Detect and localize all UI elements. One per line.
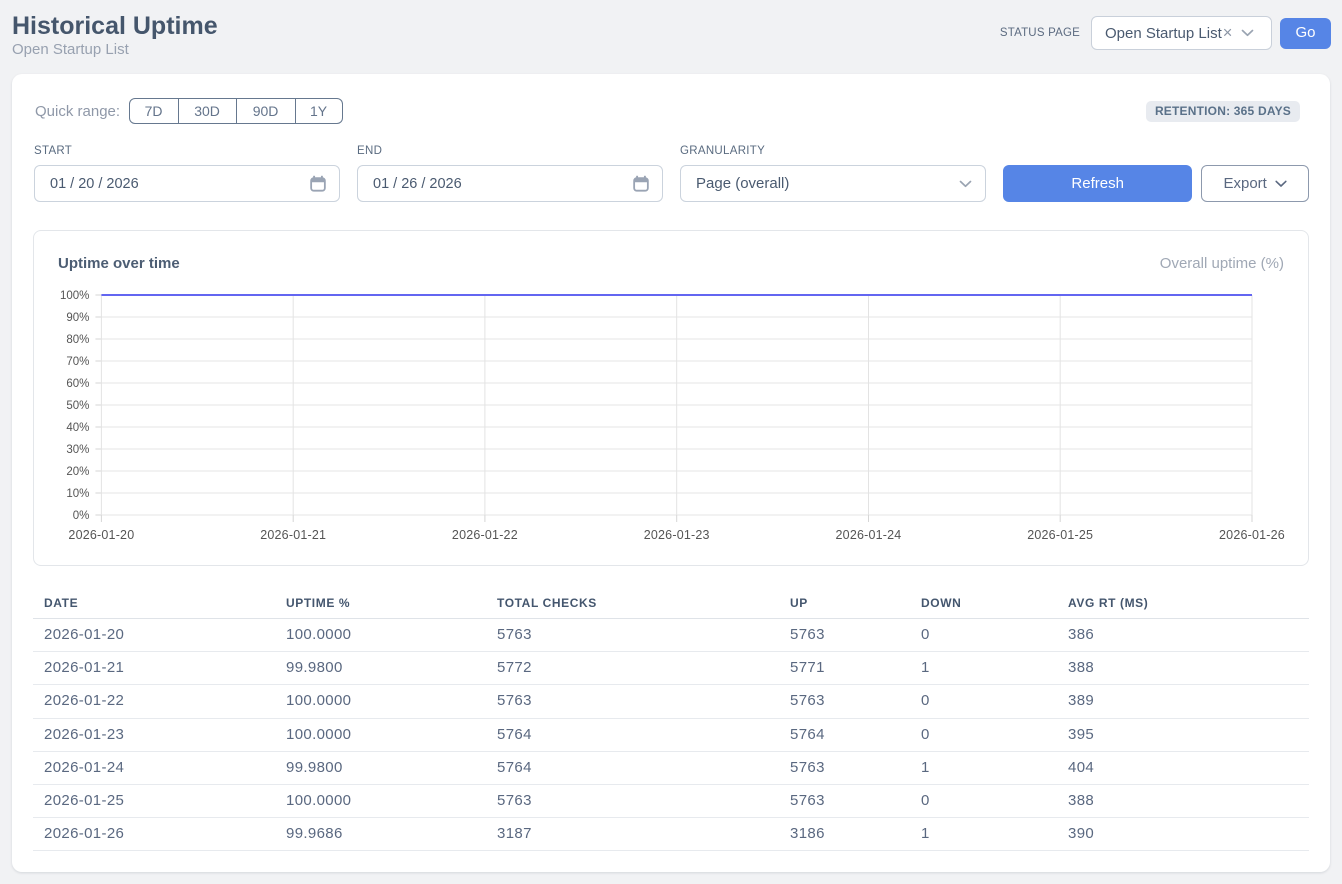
svg-text:100%: 100%	[60, 290, 89, 302]
svg-text:2026-01-24: 2026-01-24	[836, 528, 902, 542]
svg-text:2026-01-21: 2026-01-21	[260, 528, 326, 542]
svg-text:60%: 60%	[66, 378, 89, 390]
svg-text:80%: 80%	[66, 334, 89, 346]
svg-text:2026-01-23: 2026-01-23	[644, 528, 710, 542]
svg-text:30%: 30%	[66, 444, 89, 456]
svg-text:20%: 20%	[66, 466, 89, 478]
svg-text:10%: 10%	[66, 488, 89, 500]
svg-text:2026-01-26: 2026-01-26	[1219, 528, 1285, 542]
svg-text:0%: 0%	[73, 510, 90, 522]
svg-text:2026-01-25: 2026-01-25	[1027, 528, 1093, 542]
svg-text:40%: 40%	[66, 422, 89, 434]
svg-text:70%: 70%	[66, 356, 89, 368]
svg-text:2026-01-20: 2026-01-20	[68, 528, 134, 542]
svg-text:90%: 90%	[66, 312, 89, 324]
svg-text:50%: 50%	[66, 400, 89, 412]
svg-text:2026-01-22: 2026-01-22	[452, 528, 518, 542]
